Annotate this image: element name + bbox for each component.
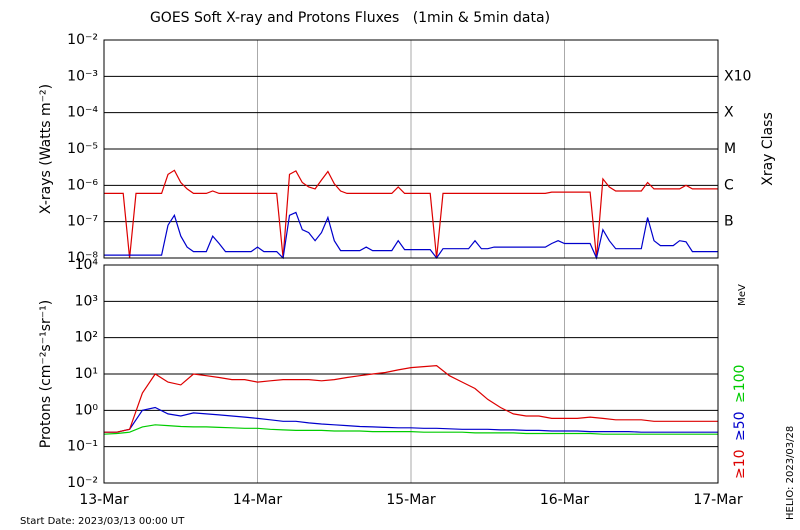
legend-entry: ≥10 (732, 449, 748, 479)
class-label: X10 (724, 68, 751, 84)
x-tick-label: 13-Mar (79, 492, 129, 508)
y-tick-label: 10³ (75, 293, 98, 309)
y-tick-label: 10¹ (75, 366, 98, 382)
y-tick-label: 10⁻³ (67, 68, 98, 84)
y-tick-label: 10⁴ (75, 257, 99, 273)
class-label: B (724, 214, 734, 230)
class-label: X (724, 105, 734, 121)
series-line (104, 211, 718, 260)
class-label: M (724, 141, 736, 157)
y-tick-label: 10⁻⁵ (67, 141, 98, 157)
series-line (103, 424, 718, 435)
y-tick-label: 10⁻² (67, 475, 98, 491)
y-tick-label: 10⁻⁸ (67, 250, 98, 266)
series-line (104, 364, 718, 433)
plot-frame (103, 39, 719, 259)
series-line (104, 169, 718, 259)
footer-right: HELIO: 2023/03/28 (785, 426, 796, 520)
chart-title: GOES Soft X-ray and Protons Fluxes (1min… (150, 10, 550, 26)
x-tick-label: 15-Mar (386, 492, 436, 508)
y-tick-label: 10⁻¹ (67, 439, 98, 455)
y-tick-label: 10⁻⁴ (67, 105, 98, 121)
y-tick-label: 10⁻⁷ (67, 214, 98, 230)
legend-entry: ≥50 (732, 411, 748, 441)
y-tick-label: 10⁻² (67, 32, 98, 48)
legend-entry: ≥100 (732, 365, 748, 403)
right-axis-label: Xray Class (760, 112, 776, 186)
y-axis-label: X-rays (Watts m⁻²) (38, 84, 54, 214)
y-tick-label: 10⁻⁶ (67, 177, 98, 193)
legend-title: MeV (737, 284, 748, 306)
x-tick-label: 14-Mar (233, 492, 283, 508)
footer-left: Start Date: 2023/03/13 00:00 UT (20, 516, 185, 527)
y-axis-label: Protons (cm⁻²s⁻¹sr⁻¹) (38, 300, 54, 449)
plot-frame (103, 264, 719, 484)
y-tick-label: 10² (75, 330, 98, 346)
x-tick-label: 17-Mar (693, 492, 743, 508)
y-tick-label: 10⁰ (75, 402, 99, 418)
class-label: C (724, 177, 734, 193)
x-tick-label: 16-Mar (540, 492, 590, 508)
series-line (104, 406, 718, 433)
